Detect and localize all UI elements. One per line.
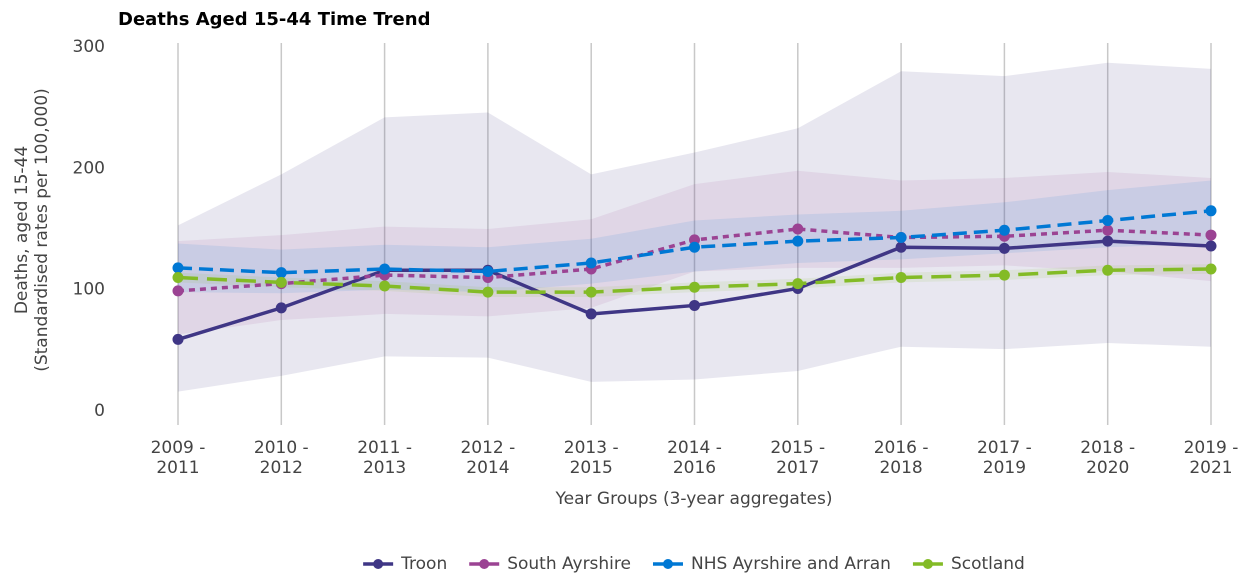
data-point (895, 241, 907, 253)
data-point (172, 272, 184, 284)
data-point (275, 302, 287, 314)
legend-symbol (373, 559, 384, 569)
data-point (1205, 205, 1217, 217)
data-point (585, 257, 597, 269)
data-point (689, 241, 700, 253)
legend-symbol (662, 559, 673, 569)
y-axis-label: (Standardised rates per 100,000) (32, 88, 52, 372)
x-tick-label: 2015 -2017 (770, 438, 825, 478)
data-point (895, 231, 907, 243)
data-point (482, 286, 494, 298)
data-point (585, 308, 597, 320)
data-point (998, 269, 1010, 281)
data-point (998, 242, 1010, 254)
legend-label: NHS Ayrshire and Arran (691, 554, 891, 574)
y-tick-label: 0 (94, 401, 105, 421)
chart-title: Deaths Aged 15-44 Time Trend (118, 9, 430, 30)
x-tick-label: 2011 -2013 (357, 438, 412, 478)
x-tick-label: 2010 -2012 (254, 438, 309, 478)
data-point (1205, 240, 1217, 252)
y-axis-label: Deaths, aged 15-44 (12, 146, 32, 314)
data-point (1102, 264, 1114, 276)
data-point (379, 263, 391, 275)
x-tick-label: 2017 -2019 (977, 438, 1032, 478)
data-point (379, 280, 391, 292)
x-tick-label: 2009 -2011 (151, 438, 206, 478)
data-point (1205, 229, 1217, 241)
data-point (1102, 224, 1114, 236)
data-point (792, 235, 804, 247)
data-point (585, 286, 597, 298)
x-tick-label: 2013 -2015 (564, 438, 619, 478)
legend: Troon South Ayrshire NHS Ayrshire and Arra… (363, 554, 1025, 574)
series-line (177, 209, 1212, 275)
x-tick-label: 2019 -2021 (1184, 438, 1239, 478)
legend-label: Scotland (951, 554, 1025, 574)
data-point (482, 265, 494, 277)
data-point (172, 285, 184, 297)
legend-label: South Ayrshire (507, 554, 631, 574)
x-axis-label: Year Groups (3-year aggregates) (555, 489, 833, 509)
data-point (275, 276, 287, 288)
data-point (1102, 215, 1114, 227)
data-point (895, 272, 907, 284)
data-point (998, 224, 1010, 236)
y-tick-label: 300 (73, 37, 105, 57)
x-tick-label: 2016 -2018 (874, 438, 929, 478)
data-point (172, 333, 184, 345)
data-point (792, 278, 804, 290)
legend-label: Troon (400, 554, 447, 574)
confidence-band (178, 264, 1211, 297)
data-point (689, 299, 700, 311)
y-tick-label: 200 (73, 158, 105, 178)
data-point (1102, 235, 1114, 247)
x-tick-label: 2014 -2016 (667, 438, 722, 478)
legend-symbol (479, 559, 490, 569)
data-point (792, 223, 804, 235)
confidence-band (178, 62, 1211, 392)
data-point (172, 262, 184, 274)
data-point (275, 267, 287, 279)
data-point (689, 281, 700, 293)
legend-symbol (922, 559, 933, 569)
x-tick-label: 2018 -2020 (1080, 438, 1135, 478)
x-tick-label: 2012 -2014 (460, 438, 515, 478)
data-point (1205, 263, 1217, 275)
y-tick-label: 100 (73, 280, 105, 300)
